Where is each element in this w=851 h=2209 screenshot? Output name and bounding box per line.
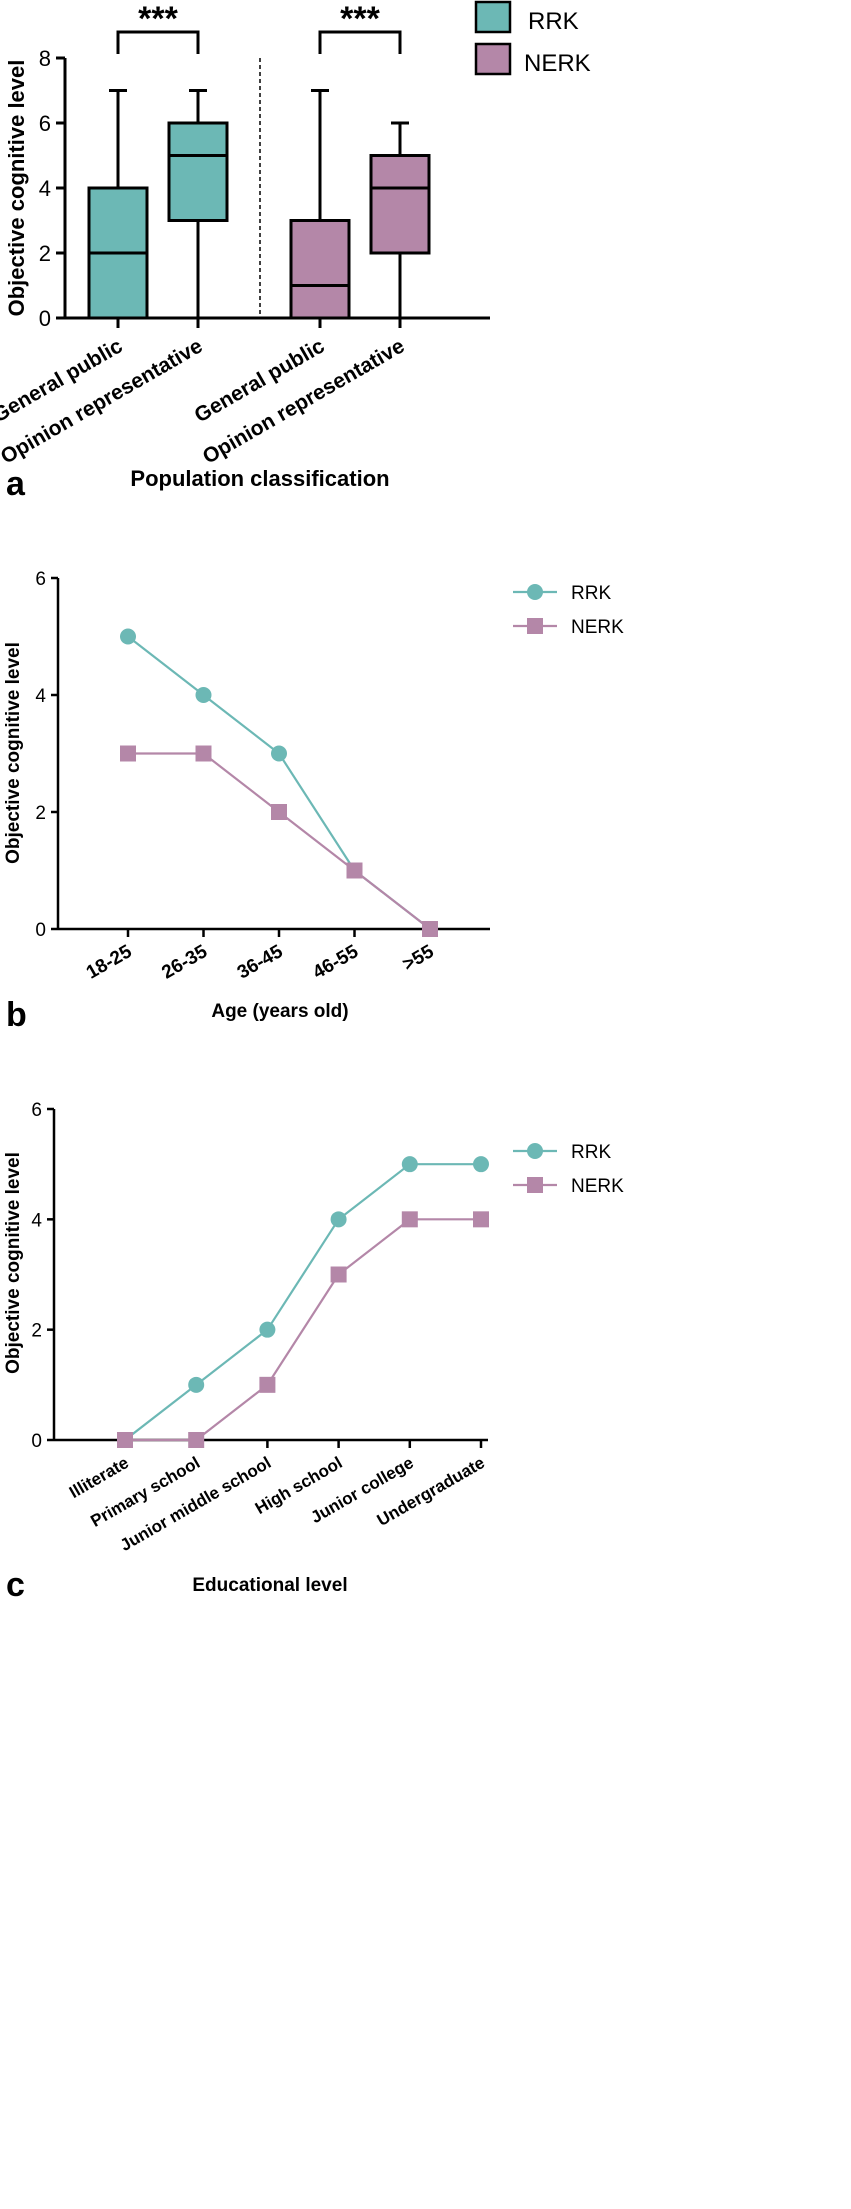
y-tick-label: 4 xyxy=(39,176,51,201)
y-tick-label: 0 xyxy=(31,1431,42,1452)
y-tick-label: 4 xyxy=(35,686,46,707)
legend-marker-nerk xyxy=(527,618,543,634)
box-rrk xyxy=(167,121,229,222)
y-tick-label: 0 xyxy=(35,920,46,941)
x-tick-label: >55 xyxy=(399,941,438,976)
panel-b-xlabel: Age (years old) xyxy=(211,1001,348,1022)
y-tick-label: 2 xyxy=(31,1321,42,1342)
panel-a-label: a xyxy=(6,465,26,503)
legend-label-nerk: NERK xyxy=(524,50,591,77)
legend-label-rrk: RRK xyxy=(571,1142,611,1163)
x-tick-label: 26-35 xyxy=(158,941,211,984)
series-line-rrk xyxy=(124,1163,481,1441)
y-tick-label: 6 xyxy=(39,111,51,136)
point-rrk xyxy=(259,1321,276,1338)
series-line-nerk xyxy=(128,752,431,930)
legend-label-rrk: RRK xyxy=(528,8,579,35)
panel-c-xlabel: Educational level xyxy=(192,1575,347,1596)
panel-b-ylabel: Objective cognitive level xyxy=(3,642,24,864)
legend-label-rrk: RRK xyxy=(571,583,611,604)
series-line-rrk xyxy=(127,635,431,930)
legend-label-nerk: NERK xyxy=(571,617,624,638)
legend-label-nerk: NERK xyxy=(571,1176,624,1197)
legend-marker-rrk xyxy=(527,584,543,600)
y-tick-label: 4 xyxy=(31,1210,42,1231)
point-nerk xyxy=(422,921,438,937)
y-tick-label: 2 xyxy=(35,803,46,824)
y-tick-label: 6 xyxy=(35,569,46,590)
x-tick-label: 18-25 xyxy=(83,941,136,984)
point-rrk xyxy=(195,687,212,703)
panel-b-label: b xyxy=(6,996,27,1034)
point-rrk xyxy=(271,745,287,762)
y-tick-label: 6 xyxy=(31,1100,42,1121)
point-nerk xyxy=(188,1432,205,1448)
legend-swatch-rrk xyxy=(474,0,512,34)
panel-c-ylabel: Objective cognitive level xyxy=(3,1152,24,1374)
legend-swatch-nerk xyxy=(474,42,512,76)
point-rrk xyxy=(473,1156,489,1173)
point-rrk xyxy=(330,1211,347,1228)
panel-c-label: c xyxy=(6,1566,25,1604)
point-nerk xyxy=(120,745,136,762)
panel-a-xlabel: Population classification xyxy=(130,466,389,491)
box-nerk xyxy=(369,154,431,255)
significance-bracket xyxy=(116,30,200,54)
point-nerk xyxy=(330,1266,347,1283)
legend-marker-nerk xyxy=(527,1177,543,1193)
legend-marker-rrk xyxy=(527,1143,543,1159)
point-rrk xyxy=(120,628,136,645)
point-nerk xyxy=(117,1432,133,1448)
point-nerk xyxy=(195,745,212,762)
point-nerk xyxy=(473,1211,489,1228)
x-tick-label: 46-55 xyxy=(309,941,362,984)
point-nerk xyxy=(271,804,287,820)
point-nerk xyxy=(259,1376,276,1393)
significance-bracket xyxy=(318,30,402,54)
y-tick-label: 8 xyxy=(39,46,51,71)
point-nerk xyxy=(346,862,363,879)
significance-marker: *** xyxy=(138,0,178,38)
panel-a-ylabel: Objective cognitive level xyxy=(4,60,29,317)
point-nerk xyxy=(401,1211,418,1228)
y-tick-label: 2 xyxy=(39,241,51,266)
point-rrk xyxy=(188,1376,205,1393)
panel-a-box-chart: Objective cognitive level Population cla… xyxy=(0,0,591,503)
point-rrk xyxy=(401,1156,418,1173)
series-line-nerk xyxy=(125,1218,481,1442)
y-tick-label: 0 xyxy=(39,306,51,331)
panel-b-line-chart: Objective cognitive level Age (years old… xyxy=(3,569,624,1034)
significance-marker: *** xyxy=(340,0,380,38)
panel-c-line-chart: Objective cognitive level Educational le… xyxy=(3,1100,624,1604)
box-nerk xyxy=(289,219,351,320)
x-tick-label: 36-45 xyxy=(234,941,287,984)
panel-a-legend: RRK NERK xyxy=(474,0,591,77)
